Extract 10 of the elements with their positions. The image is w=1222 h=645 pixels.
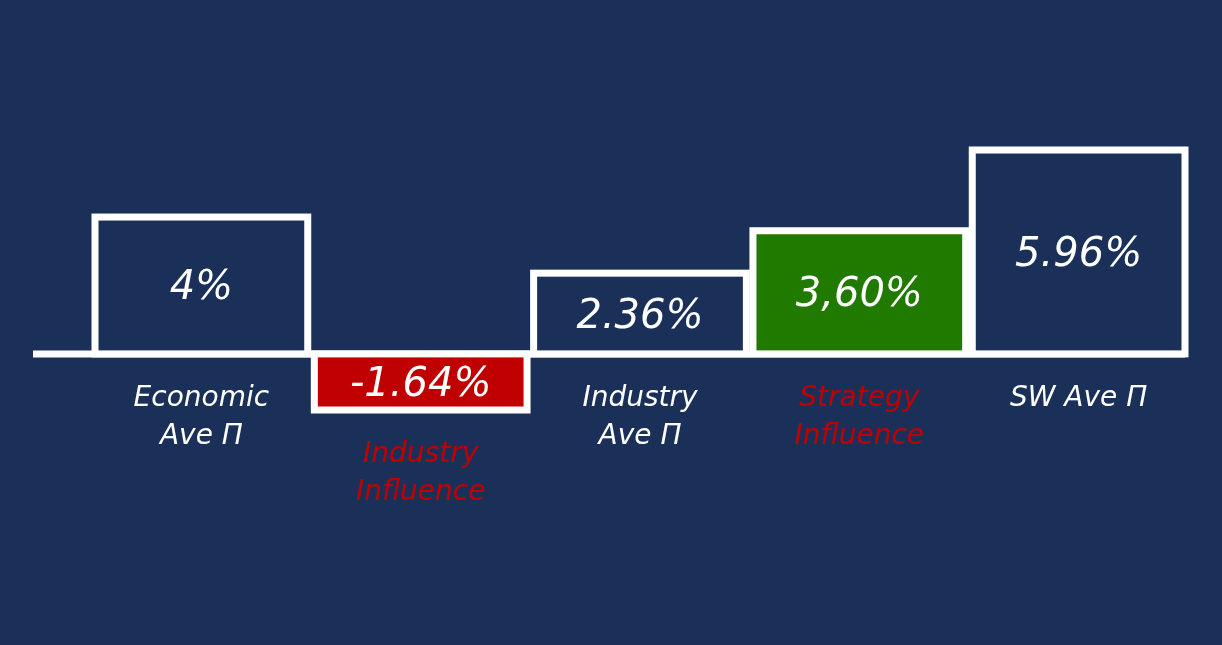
x-tick-label: Economic Ave Π [133, 379, 270, 451]
data-label: 4% [169, 262, 234, 309]
data-label: -1.64% [349, 358, 492, 405]
x-tick-label: Industry Influence [355, 436, 486, 507]
data-label: 2.36% [576, 290, 704, 337]
x-tick-label: Industry Ave Π [582, 379, 699, 451]
data-label: 5.96% [1015, 228, 1143, 275]
x-tick-label: Strategy Influence [794, 379, 925, 451]
data-label: 3,60% [795, 269, 923, 316]
x-tick-label: SW Ave Π [1010, 379, 1148, 413]
